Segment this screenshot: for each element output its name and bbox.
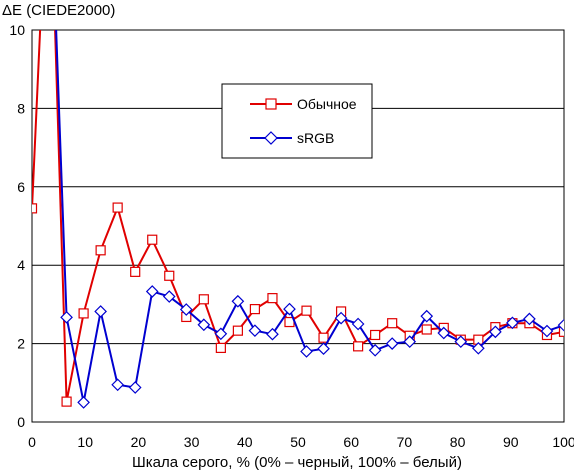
- data-point-obychnoe: [370, 329, 381, 341]
- data-point-srgb: [214, 327, 228, 341]
- data-point-srgb: [248, 324, 262, 338]
- data-point-srgb: [197, 318, 211, 332]
- data-point-obychnoe: [164, 270, 175, 281]
- data-point-srgb: [60, 310, 73, 324]
- data-point-srgb: [471, 341, 485, 355]
- data-point-srgb: [437, 326, 451, 340]
- data-point-obychnoe: [267, 293, 278, 304]
- x-tick-label: 70: [397, 434, 413, 450]
- data-point-obychnoe: [558, 326, 564, 337]
- y-tick-label: 6: [17, 179, 25, 195]
- series-layer: [32, 30, 564, 409]
- y-tick-label: 4: [17, 257, 25, 273]
- data-point-srgb: [162, 290, 176, 303]
- data-point-srgb: [403, 335, 417, 348]
- data-point-srgb: [266, 327, 279, 341]
- x-tick-label: 100: [552, 434, 574, 450]
- data-point-srgb: [368, 343, 382, 357]
- data-point-obychnoe: [198, 294, 209, 305]
- data-point-obychnoe: [232, 325, 243, 336]
- data-point-obychnoe: [421, 324, 432, 335]
- x-tick-label: 60: [343, 434, 359, 450]
- data-point-srgb: [489, 325, 502, 339]
- data-point-srgb: [94, 305, 107, 318]
- y-tick-label: 0: [17, 414, 25, 430]
- data-point-srgb: [454, 335, 468, 348]
- data-point-srgb: [231, 294, 245, 308]
- legend: Обычное sRGB: [221, 83, 373, 159]
- data-point-srgb: [128, 381, 142, 394]
- data-point-srgb: [351, 317, 365, 331]
- data-point-obychnoe: [130, 266, 141, 277]
- legend-marker-srgb: [264, 131, 278, 145]
- data-point-srgb: [300, 345, 313, 358]
- y-axis-title: ΔE (CIEDE2000): [2, 2, 115, 19]
- data-point-obychnoe: [95, 245, 106, 256]
- legend-label-srgb: sRGB: [297, 130, 334, 146]
- data-point-obychnoe: [147, 234, 158, 245]
- data-point-srgb: [523, 312, 536, 326]
- legend-marker-obychnoe: [265, 98, 277, 110]
- y-tick-labels: 0 2 4 6 8 10: [9, 22, 25, 430]
- y-tick-label: 8: [17, 100, 25, 116]
- x-tick-label: 80: [450, 434, 466, 450]
- x-tick-label: 30: [184, 434, 200, 450]
- data-point-obychnoe: [32, 203, 38, 214]
- legend-box: [221, 83, 373, 159]
- x-tick-label: 10: [77, 434, 93, 450]
- data-point-srgb: [77, 396, 90, 409]
- data-point-obychnoe: [318, 332, 329, 343]
- y-tick-label: 2: [17, 336, 25, 352]
- data-point-srgb: [334, 311, 348, 325]
- data-point-obychnoe: [78, 308, 89, 319]
- data-point-srgb: [179, 303, 193, 316]
- data-point-obychnoe: [249, 304, 261, 315]
- x-tick-label: 50: [290, 434, 306, 450]
- data-point-obychnoe: [61, 396, 72, 407]
- y-tick-label: 10: [9, 22, 25, 38]
- data-point-srgb: [317, 342, 330, 356]
- series-srgb: [55, 30, 564, 409]
- x-tick-label: 40: [237, 434, 253, 450]
- legend-label-obychnoe: Обычное: [297, 96, 357, 112]
- data-point-obychnoe: [112, 202, 123, 213]
- plot-area: [31, 29, 565, 423]
- data-point-srgb: [283, 302, 296, 316]
- data-point-srgb: [385, 337, 399, 350]
- data-point-obychnoe: [387, 318, 398, 329]
- data-point-srgb: [111, 378, 125, 392]
- data-point-srgb: [506, 316, 519, 330]
- data-point-srgb: [557, 318, 564, 332]
- x-tick-label: 0: [28, 434, 36, 450]
- data-point-obychnoe: [353, 341, 364, 352]
- data-point-obychnoe: [215, 342, 226, 354]
- data-point-srgb: [420, 309, 434, 323]
- x-tick-label: 20: [131, 434, 147, 450]
- x-axis-title: Шкала серого, % (0% – черный, 100% – бел…: [132, 454, 462, 471]
- x-tick-labels: 0 10 20 30 40 50 60 70 80 90 100: [28, 434, 574, 450]
- data-point-obychnoe: [301, 305, 312, 316]
- x-tick-label: 90: [503, 434, 519, 450]
- data-point-srgb: [540, 324, 554, 338]
- data-point-srgb: [145, 285, 159, 298]
- series-line-srgb: [55, 30, 564, 403]
